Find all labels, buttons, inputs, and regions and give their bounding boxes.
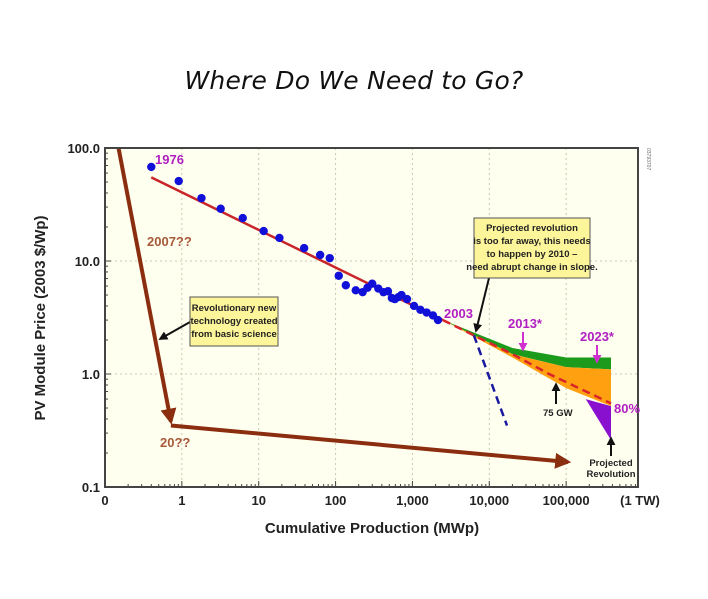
x-tick-label: 10,000	[469, 493, 509, 508]
data-point	[325, 253, 334, 263]
y-tick-label: 10.0	[75, 254, 100, 269]
data-point	[334, 271, 343, 280]
data-point	[147, 162, 156, 172]
callout-line: is too far away, this needs	[473, 236, 591, 247]
data-point	[216, 204, 225, 213]
grid	[105, 148, 638, 487]
y-tick-label: 0.1	[82, 480, 100, 495]
x-tick-label: (1 TW)	[620, 493, 660, 508]
revolution-arrow-down	[116, 147, 177, 425]
data-points	[147, 162, 443, 325]
label-80-percent: 80%	[614, 401, 640, 416]
x-tick-label: 10	[251, 493, 265, 508]
revolution-arrow-right	[170, 423, 572, 469]
callout-line: technology created	[190, 316, 277, 327]
x-tick-label: 100	[325, 493, 347, 508]
green-band	[443, 320, 611, 370]
callout-line: from basic science	[191, 329, 277, 340]
label-projected-revolution-1: Projected	[589, 458, 632, 469]
x-tick-label: 100,000	[543, 493, 590, 508]
slide-title: Where Do We Need to Go?	[184, 66, 524, 95]
label-75gw: 75 GW	[543, 408, 573, 419]
callout-projected: Projected revolution is too far away, th…	[466, 217, 598, 279]
label-2023: 2023*	[580, 329, 615, 344]
annotation-arrows	[116, 147, 616, 469]
data-point	[315, 250, 325, 260]
data-point	[259, 226, 268, 236]
data-point	[351, 286, 360, 295]
x-tick-label: 1,000	[396, 493, 429, 508]
series-line	[472, 334, 509, 426]
figure-code: 03793707	[645, 148, 651, 170]
callout-arrow	[473, 277, 490, 333]
data-point	[368, 279, 377, 288]
data-point	[174, 176, 183, 186]
data-point	[433, 315, 443, 325]
callout-line: Revolutionary new	[192, 303, 277, 314]
data-point	[341, 281, 351, 290]
data-point	[422, 308, 431, 317]
callout-line: need abrupt change in slope.	[466, 262, 597, 273]
callout-revolutionary: Revolutionary new technology created fro…	[189, 296, 279, 347]
data-point	[383, 287, 393, 296]
data-point	[299, 243, 309, 253]
y-tick-label: 100.0	[67, 141, 100, 156]
label-2013: 2013*	[508, 316, 543, 331]
label-2007: 2007??	[147, 234, 192, 249]
data-point	[238, 213, 247, 223]
label-1976: 1976	[155, 152, 184, 167]
axis-ticks	[105, 147, 637, 487]
data-point	[409, 301, 419, 311]
callout-arrow	[158, 321, 191, 340]
x-tick-label: 1	[178, 493, 185, 508]
purple-band	[585, 399, 611, 441]
y-tick-labels: 0.1 1.0 10.0 100.0	[67, 141, 100, 495]
data-point	[197, 193, 206, 203]
label-2003: 2003	[444, 306, 473, 321]
label-20xx: 20??	[160, 435, 190, 450]
plot-frame	[104, 147, 639, 488]
y-axis-title: PV Module Price (2003 $/Wp)	[32, 215, 49, 420]
data-point	[275, 233, 284, 243]
data-point	[402, 294, 412, 304]
callout-line: Projected revolution	[486, 223, 578, 234]
x-tick-labels: 0 1 10 100 1,000 10,000 100,000 (1 TW)	[101, 493, 659, 508]
x-tick-label: 0	[101, 493, 108, 508]
label-projected-revolution-2: Revolution	[586, 469, 635, 480]
callout-line: to happen by 2010 –	[487, 249, 578, 260]
y-tick-label: 1.0	[82, 367, 100, 382]
x-axis-title: Cumulative Production (MWp)	[265, 520, 479, 537]
